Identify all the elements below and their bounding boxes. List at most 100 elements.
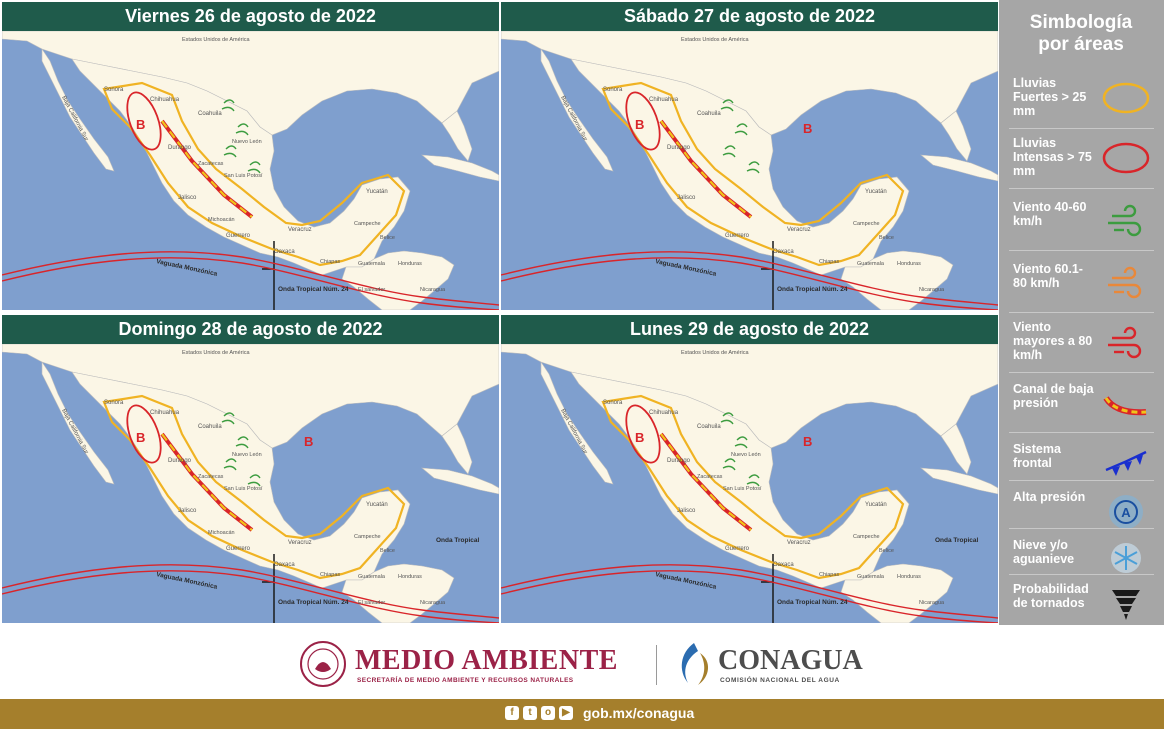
cold-front-icon [1105,450,1147,476]
cuba-land [421,467,499,495]
facebook-icon[interactable]: f [505,706,519,720]
label-oaxaca: Oaxaca [274,249,295,255]
label-chiapas: Chiapas [819,259,839,265]
intense-rain-area [126,404,162,464]
label-vaguada: Vaguada Monzónica [655,571,718,591]
monsoon-trough-line [2,251,499,306]
baja-california [540,361,614,485]
florida-land [441,423,473,475]
conagua-title: CONAGUA [718,645,863,676]
legend-divider [1009,432,1154,433]
legend-label: Lluvias Intensas > 75 mm [1013,136,1092,178]
legend-label: Viento 60.1-80 km/h [1013,262,1083,290]
low-pressure-trough [659,119,753,219]
legend-divider [1009,528,1154,529]
map-panel-sabado: Sábado 27 de agosto de 2022 [501,2,998,310]
weather-map: Estados Unidos de América Baja Californi… [501,31,998,310]
youtube-icon[interactable]: ▶ [559,706,573,720]
footer: MEDIO AMBIENTE SECRETARÍA DE MEDIO AMBIE… [0,625,1164,729]
legend-item-canal-baja: Canal de baja presión [999,376,1164,434]
low-pressure-b-2: B [304,434,313,449]
label-yucatan: Yucatán [366,502,388,508]
label-veracruz: Veracruz [288,540,312,546]
label-nuevo-leon: Nuevo León [731,452,761,458]
legend-item-lluvias-fuertes: Lluvias Fuertes > 25 mm [999,70,1164,128]
low-pressure-trough [659,432,753,532]
twitter-icon[interactable]: t [523,706,537,720]
conagua-logo-icon [681,643,709,685]
wind-glyphs [720,412,760,487]
legend-label: Canal de baja presión [1013,382,1094,410]
legend-item-sistema-frontal: Sistema frontal [999,436,1164,494]
panel-title: Sábado 27 de agosto de 2022 [501,2,998,31]
red-ellipse-icon [1102,142,1150,174]
snowflake-icon [1111,543,1141,573]
label-vaguada: Vaguada Monzónica [655,258,718,278]
gulf-of-california [557,71,623,155]
label-oaxaca: Oaxaca [773,562,794,568]
label-zacatecas: Zacatecas [198,474,224,480]
label-oaxaca: Oaxaca [274,562,295,568]
gob-url-link[interactable]: gob.mx/conagua [583,705,695,721]
florida-land [441,110,473,162]
label-chiapas: Chiapas [320,572,340,578]
legend-item-tornados: Probabilidad de tornados [999,576,1164,634]
legend-item-alta-presion: Alta presión A [999,484,1164,542]
label-chihuahua: Chihuahua [649,97,679,103]
instagram-icon[interactable]: o [541,706,555,720]
legend-divider [1009,250,1154,251]
high-pressure-icon: A [1109,495,1143,529]
wind-glyphs [221,412,261,487]
label-guatemala: Guatemala [857,261,885,267]
central-america [341,250,455,310]
label-honduras: Honduras [897,574,921,580]
logo-divider [656,645,657,685]
legend-item-viento-60-80: Viento 60.1-80 km/h [999,256,1164,314]
label-chihuahua: Chihuahua [150,97,180,103]
label-elsalvador: El salvador [358,287,385,293]
label-guatemala: Guatemala [857,574,885,580]
label-guatemala: Guatemala [358,574,386,580]
label-veracruz: Veracruz [288,227,312,233]
label-guerrero: Guerrero [725,233,750,239]
label-belice: Belice [879,235,894,241]
label-slp: San Luis Potosí [723,486,762,492]
label-belice: Belice [380,235,395,241]
legend-divider [1009,574,1154,575]
trough-line-icon [1103,396,1147,416]
svg-text:A: A [1121,505,1131,520]
low-pressure-b-2: B [803,121,812,136]
intense-rain-area [625,404,661,464]
semarnat-subtitle: SECRETARÍA DE MEDIO AMBIENTE Y RECURSOS … [357,677,574,684]
label-onda: Onda Tropical Núm. 24 [278,286,349,293]
central-america [840,250,954,310]
legend-divider [1009,188,1154,189]
label-slp: San Luis Potosí [224,173,263,179]
panel-title: Lunes 29 de agosto de 2022 [501,315,998,344]
monsoon-trough-line [501,564,998,619]
weather-map: Estados Unidos de América Baja Californi… [2,31,499,310]
legend-label: Lluvias Fuertes > 25 mm [1013,76,1087,118]
label-jalisco: Jalisco [178,195,197,201]
panel-title: Viernes 26 de agosto de 2022 [2,2,499,31]
cuba-land [421,154,499,182]
monsoon-trough-line [2,564,499,619]
heavy-rain-area [601,394,905,580]
label-sonora: Sonora [603,87,623,93]
label-yucatan: Yucatán [865,502,887,508]
legend-label: Viento mayores a 80 km/h [1013,320,1093,362]
florida-land [940,423,972,475]
label-nuevo-leon: Nuevo León [232,139,262,145]
social-links: f t o ▶ gob.mx/conagua [505,705,694,721]
label-zacatecas: Zacatecas [697,474,723,480]
label-michoacan: Michoacán [208,530,235,536]
label-jalisco: Jalisco [677,195,696,201]
baja-california [540,48,614,172]
tornado-icon [1112,590,1140,620]
monsoon-trough-line [501,251,998,306]
central-america [341,563,455,623]
label-yucatan: Yucatán [865,189,887,195]
green-wind-icon [1108,204,1142,237]
map-panel-lunes: Lunes 29 de agosto de 2022 [501,315,998,623]
label-guatemala: Guatemala [358,261,386,267]
